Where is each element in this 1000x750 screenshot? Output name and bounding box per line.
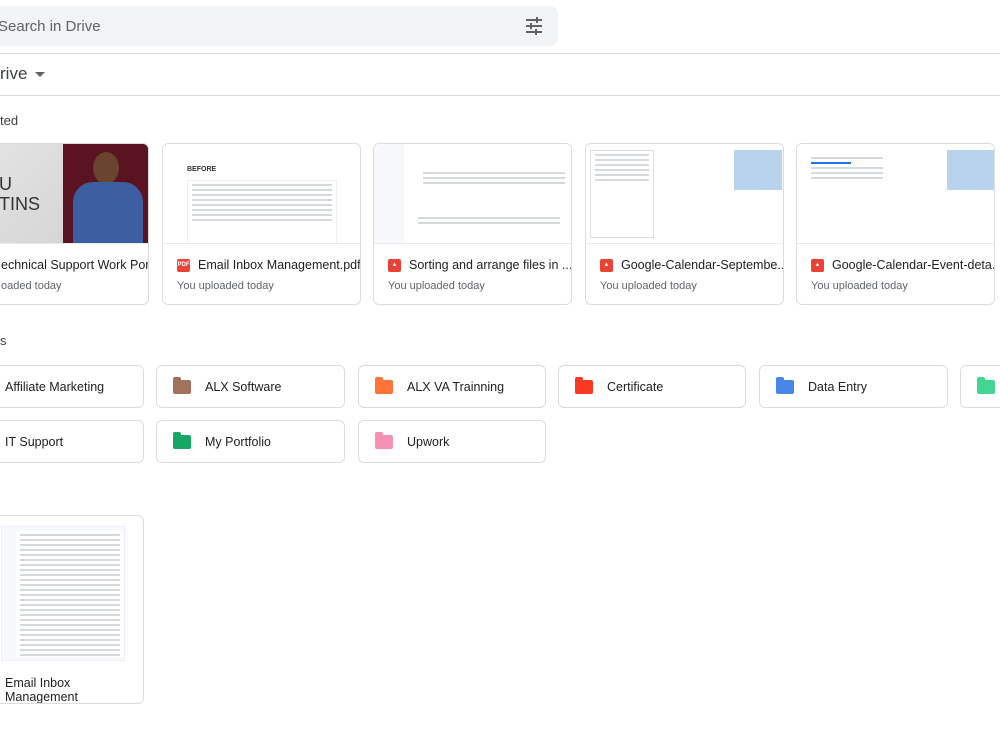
divider [0,53,1000,54]
folder-upwork[interactable]: Upwork [358,420,546,463]
file-card[interactable]: ▲ Sorting and arrange files in ... You up… [373,143,572,305]
file-name: ▲ Google-Calendar-Septembe... [600,258,783,272]
file-name: ▲ Sorting and arrange files in ... [388,258,571,272]
file-thumbnail [797,144,994,244]
thumb-text: U [0,174,12,194]
folder-icon [173,431,191,449]
breadcrumb-label: rive [0,64,28,83]
file-thumbnail [586,144,783,244]
folder-affiliate-marketing[interactable]: Affiliate Marketing [0,365,144,408]
folder-data-entry[interactable]: Data Entry [759,365,948,408]
photo [63,144,148,243]
folder-certificate[interactable]: Certificate [558,365,746,408]
folder-icon [173,376,191,394]
divider [0,95,1000,96]
image-icon: ▲ [388,258,401,272]
folder[interactable] [960,365,1000,408]
caret-down-icon [35,72,46,78]
section-suggested-title: ted [0,113,19,128]
file-subtitle: You uploaded today [600,280,697,292]
file-card[interactable]: Email Inbox Management [0,515,144,704]
file-card[interactable]: ▲ Google-Calendar-Event-deta... You uploa… [796,143,995,305]
file-subtitle: oaded today [1,280,62,292]
pdf-icon: PDF [177,258,190,272]
folder-alx-software[interactable]: ALX Software [156,365,345,408]
file-thumbnail: U TINS [0,144,148,244]
file-subtitle: You uploaded today [177,280,274,292]
tune-icon[interactable] [524,16,544,36]
file-card[interactable]: BEFORE PDF Email Inbox Management.pdf You… [162,143,361,305]
thumb-text: BEFORE [187,166,217,173]
breadcrumb-my-drive[interactable]: rive [0,64,46,84]
search-input[interactable]: Search in Drive [0,18,101,35]
shared-folder-icon [776,376,794,394]
folder-alx-va-trainning[interactable]: ALX VA Trainning [358,365,546,408]
file-card[interactable]: ▲ Google-Calendar-Septembe... You uploade… [585,143,784,305]
file-thumbnail: BEFORE [163,144,360,244]
folder-my-portfolio[interactable]: My Portfolio [156,420,345,463]
file-name: echnical Support Work Por... [1,258,149,272]
file-thumbnail [374,144,571,244]
file-subtitle: You uploaded today [811,280,908,292]
thumb-text: TINS [0,194,41,214]
file-name: PDF Email Inbox Management.pdf [177,258,361,272]
file-subtitle: You uploaded today [388,280,485,292]
file-name: Email Inbox Management [5,676,78,704]
folder-icon [375,376,393,394]
image-icon: ▲ [811,258,824,272]
folder-icon [375,431,393,449]
file-name: ▲ Google-Calendar-Event-deta... [811,258,994,272]
file-card[interactable]: U TINS echnical Support Work Por... oade… [0,143,149,305]
folder-it-support[interactable]: IT Support [0,420,144,463]
file-thumbnail [1,526,125,661]
section-folders-title: s [0,333,7,348]
search-bar[interactable]: Search in Drive [0,6,558,46]
folder-icon [575,376,593,394]
folder-icon [977,376,995,394]
image-icon: ▲ [600,258,613,272]
